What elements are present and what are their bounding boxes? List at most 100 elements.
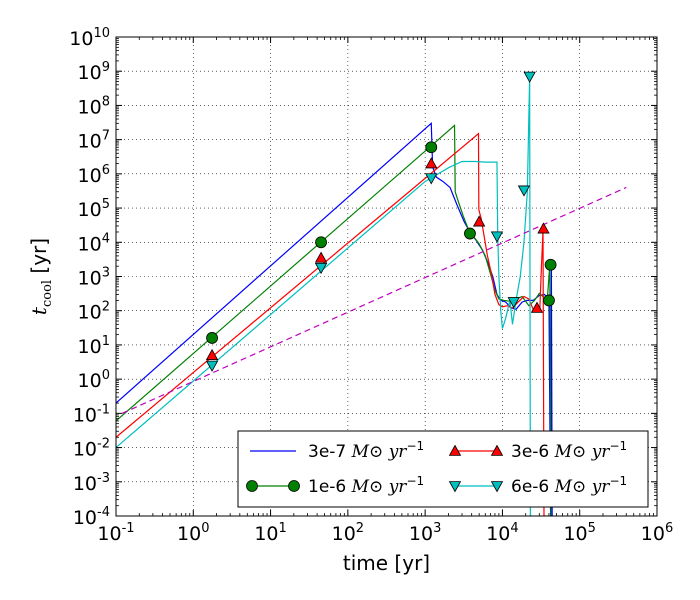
y-tick-label-exp: 9: [102, 60, 110, 75]
y-tick-label: 1010: [69, 26, 110, 50]
y-tick-label-base: 10: [78, 165, 102, 187]
y-tick-label-exp: 2: [102, 300, 110, 315]
y-tick-label-base: 10: [73, 439, 97, 461]
series-marker-1e-6: [543, 294, 555, 307]
y-tick-label: 105: [78, 197, 110, 221]
y-tick-label: 10-1: [73, 402, 110, 426]
legend-label-6e-6: 6e-6 M⊙ yr−1: [511, 474, 627, 497]
y-tick-label: 104: [78, 231, 110, 255]
x-axis-label: time [yr]: [343, 551, 430, 575]
y-tick-label: 10-4: [73, 505, 110, 529]
x-tick-label-base: 10: [177, 523, 201, 545]
x-tick-label: 10-1: [97, 521, 134, 545]
y-tick-label: 101: [78, 334, 110, 358]
legend-unit-exp: −1: [609, 439, 627, 453]
y-tick-label-base: 10: [78, 336, 102, 358]
x-tick-label-exp: 1: [279, 521, 287, 536]
legend-unit: M⊙ yr: [351, 442, 408, 462]
series-marker-3e-6: [472, 215, 486, 227]
y-tick-label-exp: -2: [97, 437, 110, 452]
y-tick-label-exp: 6: [102, 163, 110, 178]
legend-series-name: 3e-6: [511, 442, 555, 462]
y-tick-label-base: 10: [73, 404, 97, 426]
y-tick-label-base: 10: [78, 62, 102, 84]
legend-series-name: 1e-6: [308, 477, 352, 497]
y-tick-label: 109: [78, 60, 110, 84]
x-tick-label-base: 10: [254, 523, 278, 545]
y-tick-label: 107: [78, 129, 110, 153]
y-tick-label-exp: -3: [97, 471, 110, 486]
y-tick-label-base: 10: [78, 199, 102, 221]
x-tick-label: 103: [409, 521, 441, 545]
x-tick-label-base: 10: [332, 523, 356, 545]
y-tick-label-base: 10: [73, 507, 97, 529]
series-marker-6e-6: [314, 262, 328, 275]
y-tick-label-exp: 5: [102, 197, 110, 212]
y-tick-label-exp: 10: [93, 26, 110, 41]
y-axis-label-main: t: [27, 306, 51, 315]
y-tick-label: 106: [78, 163, 110, 187]
x-tick-label-base: 10: [97, 523, 121, 545]
legend-unit-exp: −1: [609, 474, 627, 488]
x-tick-label: 104: [486, 521, 518, 545]
legend-marker-3e-6: [448, 444, 462, 456]
legend-unit-exp: −1: [406, 439, 424, 453]
x-tick-label-exp: 0: [201, 521, 209, 536]
series-marker-6e-6: [523, 71, 536, 83]
series-marker-1e-6: [544, 258, 557, 271]
y-tick-label-exp: 8: [102, 94, 110, 109]
y-tick-label-base: 10: [78, 302, 102, 324]
y-axis-label: tcool [yr]: [27, 238, 55, 315]
legend-label-1e-6: 1e-6 M⊙ yr−1: [308, 474, 424, 497]
x-tick-label-exp: 2: [356, 521, 364, 536]
series-marker-6e-6: [490, 231, 504, 243]
legend-unit-exp: −1: [406, 474, 424, 488]
series-markers: [205, 71, 557, 372]
series-marker-6e-6: [425, 173, 438, 185]
legend-box: [237, 430, 649, 508]
y-tick-label-exp: 3: [102, 266, 110, 281]
x-tick-label-exp: 5: [588, 521, 596, 536]
y-tick-label-base: 10: [78, 370, 102, 392]
x-tick-label: 106: [641, 521, 673, 545]
series-marker-6e-6: [517, 185, 531, 197]
x-tick-label-base: 10: [563, 523, 587, 545]
y-tick-label-exp: 4: [102, 231, 110, 246]
legend-marker-1e-6: [288, 480, 300, 492]
x-tick-label-exp: 3: [433, 521, 441, 536]
series-marker-3e-6: [425, 157, 438, 169]
legend-label-3e-6: 3e-6 M⊙ yr−1: [511, 439, 627, 462]
series-marker-1e-6: [464, 227, 476, 240]
y-tick-label-exp: -1: [97, 402, 110, 417]
axis-ticks: [115, 36, 658, 517]
legend-marker-3e-6: [490, 444, 504, 456]
series-marker-3e-6: [314, 251, 328, 263]
x-tick-label-exp: 6: [665, 521, 673, 536]
legend-unit: M⊙ yr: [554, 477, 611, 497]
legend-label-3e-7: 3e-7 M⊙ yr−1: [308, 439, 424, 462]
legend: 3e-7 M⊙ yr−1 3e-6 M⊙ yr−11e-6 M⊙ yr−1 6e-6…: [237, 430, 649, 508]
x-tick-label-exp: -1: [122, 521, 135, 536]
legend-marker-6e-6: [490, 481, 504, 493]
x-tick-label: 100: [177, 521, 209, 545]
y-tick-label-base: 10: [78, 233, 102, 255]
legend-unit: M⊙ yr: [554, 442, 611, 462]
series-marker-3e-6: [537, 222, 550, 234]
y-tick-label: 108: [78, 94, 110, 118]
y-tick-label-exp: 7: [102, 129, 110, 144]
legend-unit: M⊙ yr: [351, 477, 408, 497]
y-tick-label-exp: -4: [97, 505, 110, 520]
y-tick-label-exp: 1: [102, 334, 110, 349]
y-tick-label: 103: [78, 266, 110, 290]
x-tick-label: 102: [332, 521, 364, 545]
legend-marker-1e-6: [246, 480, 258, 492]
series-marker-3e-6: [530, 301, 544, 313]
y-tick-label: 10-3: [73, 471, 110, 495]
legend-marker-6e-6: [448, 481, 462, 493]
series-marker-6e-6: [507, 297, 520, 309]
y-tick-label: 100: [78, 368, 110, 392]
y-axis-label-sub: cool: [40, 280, 55, 307]
x-tick-label: 101: [254, 521, 286, 545]
y-tick-label-base: 10: [69, 28, 93, 50]
